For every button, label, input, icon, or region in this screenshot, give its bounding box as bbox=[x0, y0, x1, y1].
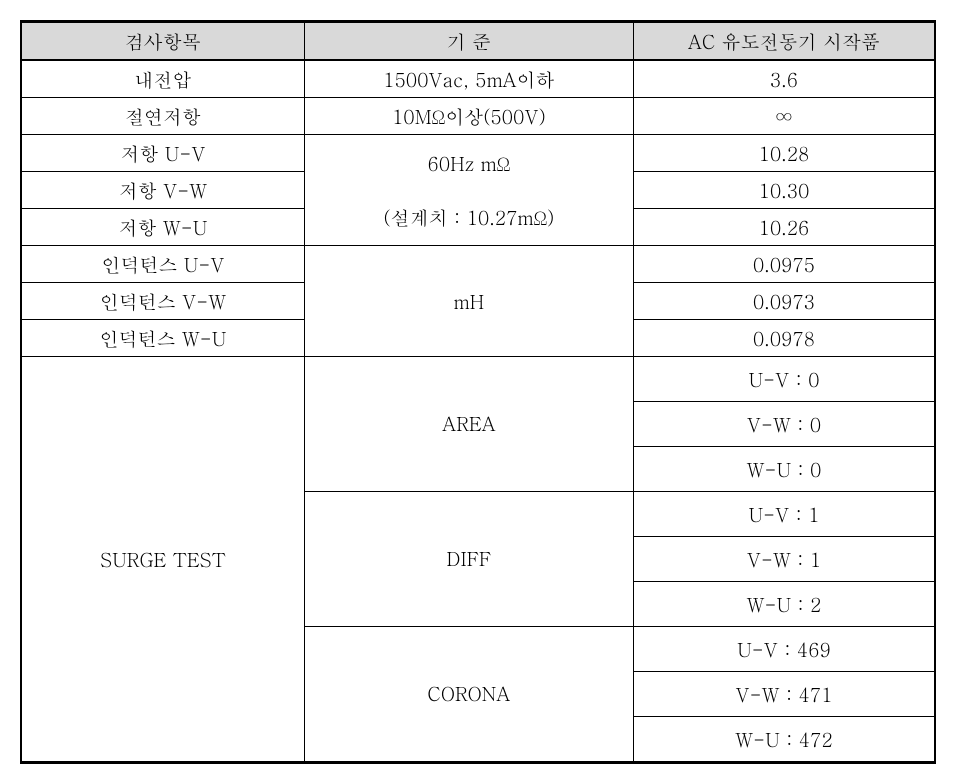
resistance-criteria-line2: (설계치 : 10.27mΩ) bbox=[383, 204, 554, 231]
header-inspection-item: 검사항목 bbox=[21, 22, 304, 61]
surge-corona-wu: W-U : 472 bbox=[633, 717, 935, 763]
inductance-wu-value: 0.0978 bbox=[633, 320, 935, 357]
resistance-wu-label: 저항 W-U bbox=[21, 209, 304, 246]
voltage-label: 내전압 bbox=[21, 60, 304, 98]
inductance-vw-value: 0.0973 bbox=[633, 283, 935, 320]
voltage-value: 3.6 bbox=[633, 60, 935, 98]
surge-corona-uv: U-V : 469 bbox=[633, 627, 935, 672]
inductance-uv-label: 인덕턴스 U-V bbox=[21, 246, 304, 283]
voltage-criteria: 1500Vac, 5mA이하 bbox=[304, 60, 633, 98]
resistance-wu-value: 10.26 bbox=[633, 209, 935, 246]
surge-area-uv: U-V : 0 bbox=[633, 357, 935, 402]
table-row: 내전압 1500Vac, 5mA이하 3.6 bbox=[21, 60, 935, 98]
table-row: 저항 U-V 60Hz mΩ (설계치 : 10.27mΩ) 10.28 bbox=[21, 135, 935, 172]
header-prototype: AC 유도전동기 시작품 bbox=[633, 22, 935, 61]
surge-diff-uv: U-V : 1 bbox=[633, 492, 935, 537]
insulation-criteria: 10MΩ이상(500V) bbox=[304, 98, 633, 135]
surge-area-label: AREA bbox=[304, 357, 633, 492]
surge-area-vw: V-W : 0 bbox=[633, 402, 935, 447]
surge-corona-vw: V-W : 471 bbox=[633, 672, 935, 717]
resistance-uv-value: 10.28 bbox=[633, 135, 935, 172]
surge-test-label: SURGE TEST bbox=[21, 357, 304, 763]
table-row: 인덕턴스 U-V mH 0.0975 bbox=[21, 246, 935, 283]
resistance-vw-value: 10.30 bbox=[633, 172, 935, 209]
table-row: 절연저항 10MΩ이상(500V) ∞ bbox=[21, 98, 935, 135]
resistance-vw-label: 저항 V-W bbox=[21, 172, 304, 209]
inductance-criteria: mH bbox=[304, 246, 633, 357]
inductance-vw-label: 인덕턴스 V-W bbox=[21, 283, 304, 320]
surge-diff-label: DIFF bbox=[304, 492, 633, 627]
surge-diff-wu: W-U : 2 bbox=[633, 582, 935, 627]
header-criteria: 기 준 bbox=[304, 22, 633, 61]
resistance-criteria: 60Hz mΩ (설계치 : 10.27mΩ) bbox=[304, 135, 633, 246]
insulation-value: ∞ bbox=[633, 98, 935, 135]
inductance-uv-value: 0.0975 bbox=[633, 246, 935, 283]
inductance-wu-label: 인덕턴스 W-U bbox=[21, 320, 304, 357]
surge-diff-vw: V-W : 1 bbox=[633, 537, 935, 582]
table-row: SURGE TEST AREA U-V : 0 bbox=[21, 357, 935, 402]
insulation-label: 절연저항 bbox=[21, 98, 304, 135]
table-header-row: 검사항목 기 준 AC 유도전동기 시작품 bbox=[21, 22, 935, 61]
surge-corona-label: CORONA bbox=[304, 627, 633, 763]
inspection-table: 검사항목 기 준 AC 유도전동기 시작품 내전압 1500Vac, 5mA이하… bbox=[20, 20, 936, 764]
resistance-uv-label: 저항 U-V bbox=[21, 135, 304, 172]
resistance-criteria-line1: 60Hz mΩ bbox=[427, 150, 510, 177]
surge-area-wu: W-U : 0 bbox=[633, 447, 935, 492]
